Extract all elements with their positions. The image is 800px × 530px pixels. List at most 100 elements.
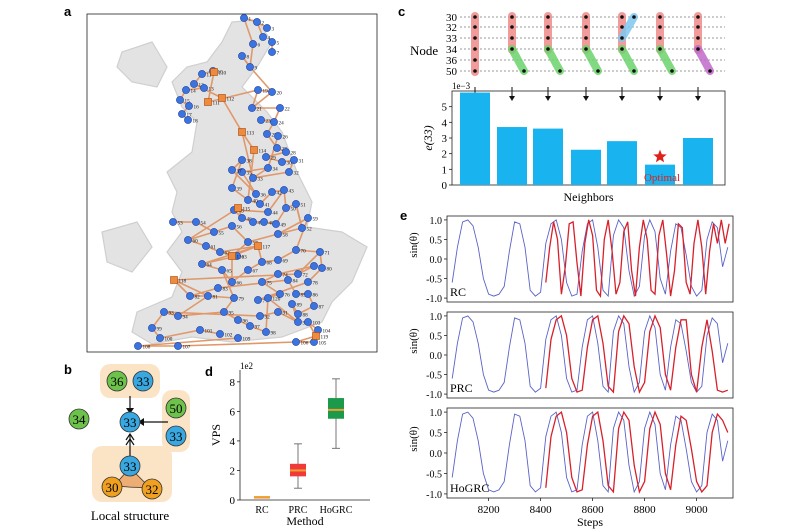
- bus-node-label: 119: [321, 335, 329, 341]
- bus-node-label: 20: [277, 91, 283, 97]
- bus-node-label: 75: [267, 281, 273, 287]
- bus-node: [134, 342, 142, 350]
- substation-node: [312, 332, 320, 340]
- transmission-link: [251, 91, 273, 109]
- node-33-bottom-label: 33: [124, 459, 137, 474]
- substation-node: [218, 94, 226, 102]
- bus-node: [282, 204, 290, 212]
- neighbor-config-link: [618, 13, 638, 42]
- bus-node-label: 105: [319, 341, 327, 347]
- neighbor-config-dot: [473, 58, 477, 62]
- node-row-label: 34: [446, 44, 458, 56]
- prediction-line: [545, 219, 730, 299]
- node-36: [106, 370, 128, 392]
- bus-node-label: 43: [289, 189, 295, 195]
- local-structure-caption: Local structure: [91, 508, 170, 523]
- transmission-link: [221, 97, 243, 133]
- x-tick-label: 8200: [478, 504, 501, 516]
- bus-node: [268, 48, 276, 56]
- bus-node: [257, 116, 265, 124]
- bus-node-label: 69: [283, 259, 289, 265]
- bus-node-label: 36: [261, 193, 267, 199]
- neighbor-config-dot: [658, 47, 662, 51]
- neighbor-config-dot: [584, 36, 588, 40]
- bus-node-label: 99: [157, 327, 163, 333]
- bus-node-label: 2: [262, 21, 265, 27]
- y-tick-label: 1: [442, 164, 448, 176]
- bus-node-label: 31: [299, 159, 305, 165]
- bus-node-label: 51: [301, 203, 307, 209]
- bus-node-label: 107: [183, 345, 191, 351]
- arrow-head-bottom: [125, 432, 135, 441]
- neighbor-config-dot: [658, 15, 662, 19]
- bus-node: [182, 86, 190, 94]
- neighbor-config-dot: [510, 36, 514, 40]
- neighbor-config-dot: [696, 15, 700, 19]
- neighbor-config-dot: [546, 36, 550, 40]
- neighbor-config-bar: [694, 12, 702, 54]
- bus-node-label: 22: [285, 107, 291, 113]
- bus-node-label: 53: [178, 221, 184, 227]
- panel-label-a: a: [64, 4, 72, 19]
- bus-node: [273, 144, 281, 152]
- bus-node: [249, 40, 257, 48]
- bus-node-label: 41: [265, 203, 271, 209]
- bus-node: [190, 80, 198, 88]
- bus-node-label: 97: [255, 325, 261, 331]
- y-tick-label: 0: [230, 495, 236, 507]
- bus-node-label: 110: [219, 71, 227, 77]
- bus-node: [274, 230, 282, 238]
- neighbor-config-dot: [620, 36, 624, 40]
- bus-node: [288, 300, 296, 308]
- bus-node: [260, 218, 268, 226]
- bus-node: [294, 318, 302, 326]
- bus-node: [210, 228, 218, 236]
- transmission-link: [219, 245, 259, 253]
- arrow-head-top: [126, 408, 134, 414]
- y-tick-label: 4: [230, 436, 236, 448]
- transmission-link: [295, 203, 303, 229]
- network-map: 1234567891011121314151617181920212223242…: [86, 13, 378, 353]
- neighbor-config-link: [508, 45, 528, 75]
- neighbor-config-dot: [620, 15, 624, 19]
- bus-node-label: 68: [267, 261, 273, 267]
- bus-node-label: 10: [218, 70, 224, 76]
- bus-node: [228, 222, 236, 230]
- neighbor-config-dot: [696, 25, 700, 29]
- y-tick-label: -0.5: [426, 469, 442, 480]
- x-tick-label: RC: [255, 505, 269, 516]
- bus-node: [292, 200, 300, 208]
- bus-node-label: 86: [313, 293, 319, 299]
- bus-node-label: 24: [279, 121, 285, 127]
- transmission-link: [231, 169, 257, 195]
- transmission-link: [241, 171, 257, 195]
- bus-node: [280, 186, 288, 194]
- y-tick-label: 0.0: [430, 255, 443, 266]
- bus-node: [256, 200, 264, 208]
- ground-truth-line: [451, 410, 729, 494]
- bus-node: [256, 312, 264, 320]
- node-32: [141, 478, 163, 500]
- node-50: [165, 397, 187, 419]
- node-30-label: 30: [106, 480, 119, 495]
- bus-node-label: 100: [165, 337, 173, 343]
- bus-node: [276, 290, 284, 298]
- bus-node-label: 33: [258, 177, 264, 183]
- bus-node: [264, 164, 272, 172]
- bus-node-label: 101: [205, 329, 213, 335]
- bus-node: [238, 52, 246, 60]
- bus-node-label: 29: [271, 156, 277, 162]
- transmission-link: [295, 217, 309, 251]
- bus-node: [169, 218, 177, 226]
- neighbor-config-dot: [510, 25, 514, 29]
- bus-node-label: 113: [247, 131, 255, 137]
- bus-node-label: 59: [313, 217, 319, 223]
- ground-truth-line: [451, 218, 729, 298]
- bus-node: [202, 242, 210, 250]
- bus-node-label: 6: [258, 43, 261, 49]
- down-arrow-head: [619, 96, 625, 101]
- bus-node-label: 78: [313, 281, 319, 287]
- neighbor-config-dot: [473, 36, 477, 40]
- substation-node: [204, 98, 212, 106]
- bus-node: [298, 224, 306, 232]
